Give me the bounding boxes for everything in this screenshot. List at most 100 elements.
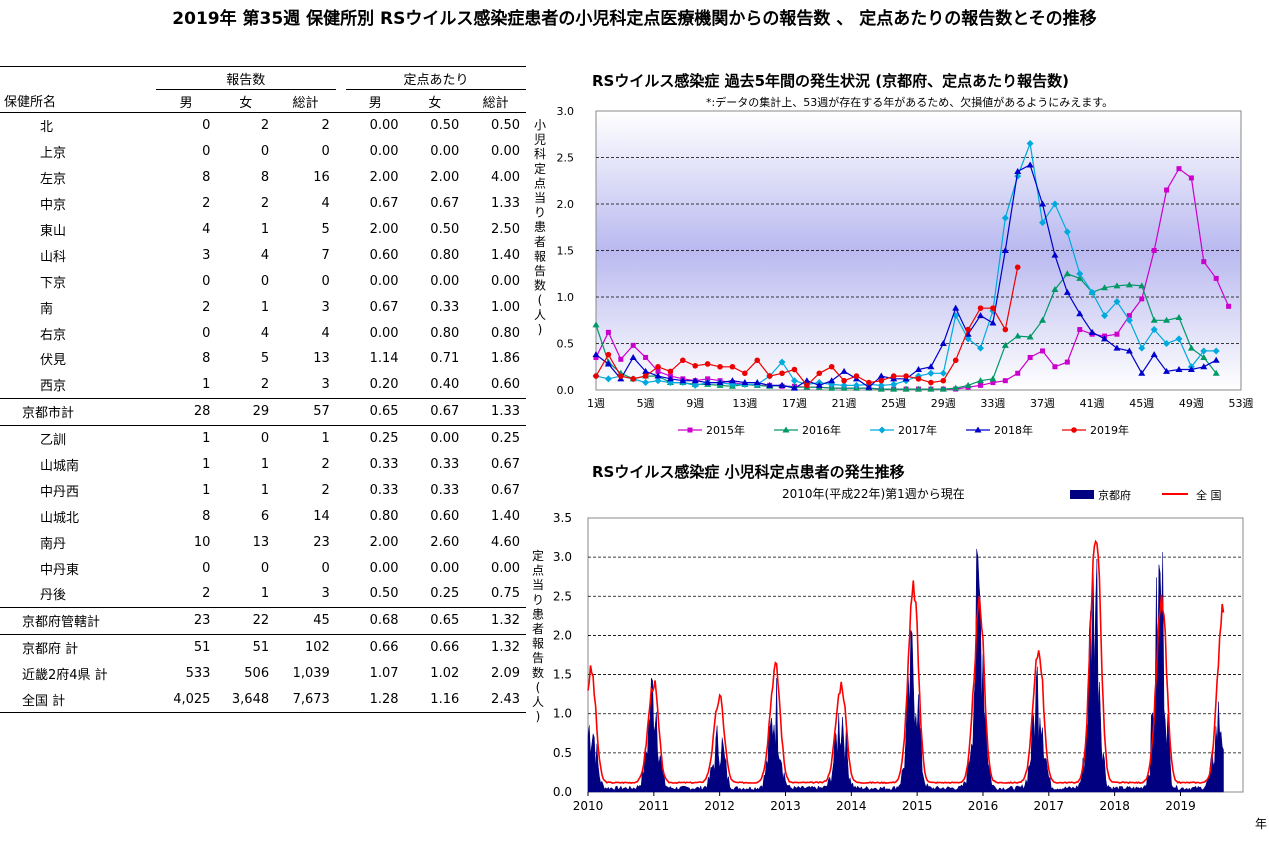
data-point: [680, 357, 686, 364]
cell-pt: 1.00: [491, 299, 520, 315]
data-point: [1163, 316, 1171, 323]
cell-pt: 1.86: [491, 351, 520, 367]
cell-pm: 0.00: [369, 273, 399, 289]
data-point: [1200, 363, 1208, 370]
cell-pt: 1.32: [465, 606, 526, 635]
data-point: [1076, 310, 1084, 317]
data-point: [1176, 166, 1182, 172]
data-point: [841, 377, 847, 384]
data-point: [741, 379, 749, 386]
legend-label: 2018年: [994, 423, 1033, 437]
y-axis-label-char: 患: [534, 220, 546, 234]
cell-pm: 0.00: [369, 325, 399, 341]
data-point: [852, 381, 860, 389]
cell-m: 8: [202, 351, 211, 367]
cell-f: 4: [260, 325, 270, 341]
x-tick-label: 29週: [931, 397, 956, 410]
table-row: 左京 8 8 16 2.00 2.00 4.00: [0, 165, 526, 191]
x-tick-label: 9週: [686, 397, 704, 410]
y-axis-label-char: 小: [534, 118, 546, 132]
cell-pf: 2.00: [430, 170, 460, 186]
cell-f: 4: [260, 247, 270, 263]
series-line-japan: [587, 539, 1225, 785]
data-point: [828, 377, 836, 384]
cell-pf: 0.33: [430, 482, 460, 498]
data-point: [952, 304, 960, 311]
y-tick-label: 2.5: [557, 152, 575, 165]
data-point: [1175, 366, 1183, 373]
y-axis-label-char: 人: [532, 695, 544, 709]
cell-pf: 1.16: [404, 686, 466, 714]
cell-pm: 0.67: [369, 196, 399, 212]
y-tick-label: 2.0: [553, 628, 572, 642]
data-point: [1201, 259, 1207, 265]
y-axis-label-char: 患: [532, 607, 544, 621]
cell-name: 左京: [40, 172, 67, 188]
data-point: [655, 368, 661, 374]
cell-name: 上京: [40, 146, 67, 162]
data-point: [1125, 347, 1133, 354]
y-axis-label-char: 数: [532, 665, 544, 680]
data-point: [1175, 335, 1183, 343]
table-row: 中丹西 1 1 2 0.33 0.33 0.67: [0, 477, 526, 503]
x-tick-label: 2015: [902, 799, 933, 813]
data-point: [939, 369, 947, 377]
table-row: 山城南 1 1 2 0.33 0.33 0.67: [0, 452, 526, 478]
data-point: [1014, 264, 1021, 271]
x-tick-label: 41週: [1080, 397, 1105, 410]
table-row: 南 2 1 3 0.67 0.33 1.00: [0, 294, 526, 320]
data-point: [1114, 331, 1120, 337]
data-point: [766, 381, 774, 388]
cell-f: 1: [260, 222, 270, 237]
cell-f: 0: [260, 144, 270, 160]
cell-m: 1: [202, 457, 211, 473]
y-axis-label-char: 定: [534, 161, 546, 176]
cell-name: 山城南: [40, 459, 80, 475]
cell-name: 南丹: [40, 536, 67, 552]
cell-name: 下京: [40, 275, 67, 291]
data-point: [1051, 200, 1059, 208]
x-tick-label: 2019: [1165, 799, 1196, 813]
data-point: [705, 376, 711, 382]
data-point: [977, 305, 984, 311]
data-point: [1002, 326, 1009, 333]
cell-pf: 0.60: [430, 508, 460, 524]
data-point: [890, 385, 898, 392]
data-point: [679, 377, 687, 384]
y-axis-label-char: ): [536, 710, 541, 724]
cell-pm: 0.67: [369, 299, 399, 315]
cell-t: 7: [321, 247, 330, 263]
cell-name: 全国 計: [0, 686, 156, 714]
data-point: [1113, 298, 1121, 306]
cell-t: 7,673: [275, 686, 336, 714]
data-point: [977, 312, 985, 319]
data-point: [1113, 344, 1121, 351]
y-tick-label: 1.5: [553, 668, 572, 682]
cell-name: 京都府管轄計: [0, 606, 156, 635]
x-tick-label: 2014: [836, 799, 867, 813]
data-point: [1027, 354, 1033, 360]
cell-t: 2: [321, 482, 330, 498]
cell-name: 中丹西: [40, 484, 80, 500]
cell-m: 1: [202, 482, 211, 498]
cell-t: 14: [313, 508, 330, 524]
cell-name: 南: [40, 301, 54, 317]
cell-f: 13: [252, 534, 270, 550]
table-row: 東山 4 1 5 2.00 0.50 2.50: [0, 217, 526, 243]
cell-pm: 0.20: [369, 377, 399, 393]
cell-pm: 0.60: [369, 247, 399, 263]
y-axis-label-char: (: [538, 293, 543, 307]
cell-m: 28: [155, 397, 217, 426]
x-tick-label: 2018: [1099, 799, 1130, 813]
cell-pm: 1.14: [369, 351, 399, 367]
data-point: [804, 382, 810, 389]
table-row: 中京 2 2 4 0.67 0.67 1.33: [0, 191, 526, 217]
group-header-per-site: 定点あたり: [345, 66, 526, 90]
cell-m: 2: [202, 196, 211, 212]
table-row: 丹後 2 1 3 0.50 0.25 0.75: [0, 581, 526, 607]
cell-name: 乙訓: [0, 424, 156, 452]
y-tick-label: 3.0: [557, 105, 575, 118]
y-axis-label-char: 告: [532, 651, 544, 665]
cell-m: 0: [155, 111, 217, 139]
data-point: [655, 363, 661, 370]
